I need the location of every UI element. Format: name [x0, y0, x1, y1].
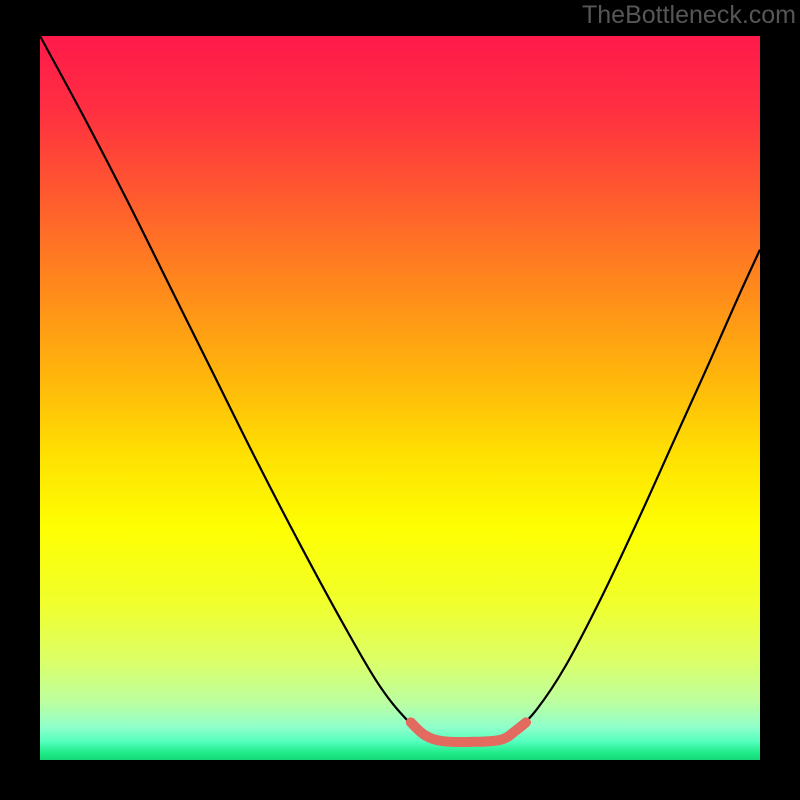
chart-svg: [40, 36, 760, 760]
bottleneck-chart: [40, 36, 760, 760]
watermark-label: TheBottleneck.com: [582, 1, 796, 30]
gradient-background: [40, 36, 760, 760]
